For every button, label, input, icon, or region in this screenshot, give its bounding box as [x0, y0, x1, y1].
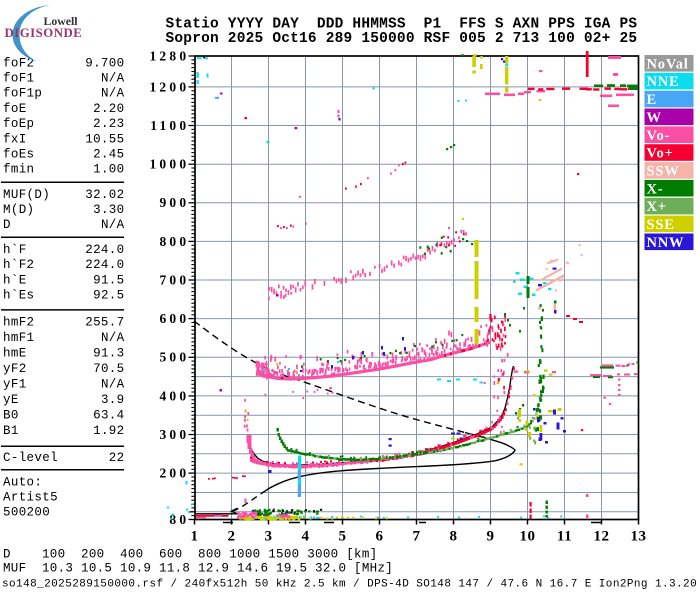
svg-text:1: 1: [191, 529, 199, 545]
svg-text:MUF 10.3 10.5 10.9 11.8 12.9: MUF 10.3 10.5 10.9 11.8 12.9 14.6 19.5 3…: [3, 561, 393, 575]
svg-text:foF2: foF2: [3, 56, 34, 70]
svg-text:h`F: h`F: [3, 243, 27, 257]
svg-text:hmF2: hmF2: [3, 316, 34, 330]
svg-text:hmE: hmE: [3, 347, 27, 361]
svg-text:700: 700: [159, 272, 189, 287]
svg-text:4: 4: [302, 529, 310, 545]
svg-text:SSE: SSE: [647, 217, 675, 233]
svg-text:255.7: 255.7: [85, 316, 124, 330]
svg-text:h`Es: h`Es: [3, 289, 34, 303]
svg-text:X-: X-: [647, 181, 664, 197]
svg-text:Auto:: Auto:: [3, 475, 42, 489]
svg-text:2.20: 2.20: [93, 102, 124, 116]
svg-text:yF1: yF1: [3, 378, 27, 392]
svg-text:N/A: N/A: [101, 218, 125, 232]
svg-text:91.3: 91.3: [93, 347, 124, 361]
svg-text:7: 7: [413, 529, 421, 545]
svg-text:200: 200: [159, 466, 189, 481]
svg-text:so148_2025289150000.rsf / 240f: so148_2025289150000.rsf / 240fx512h 50 k…: [2, 579, 697, 591]
svg-text:X+: X+: [647, 199, 667, 215]
svg-text:foE: foE: [3, 102, 27, 116]
svg-text:M(D): M(D): [3, 203, 34, 217]
svg-text:8: 8: [450, 529, 458, 545]
svg-text:2: 2: [228, 529, 236, 545]
svg-text:N/A: N/A: [101, 72, 125, 86]
svg-text:22: 22: [109, 451, 125, 465]
svg-text:9.700: 9.700: [85, 56, 124, 70]
svg-text:12: 12: [594, 529, 610, 545]
svg-text:500: 500: [159, 350, 189, 365]
svg-text:3.9: 3.9: [101, 393, 125, 407]
svg-text:800: 800: [159, 234, 189, 249]
svg-text:hmF1: hmF1: [3, 331, 34, 345]
svg-text:C-level: C-level: [3, 451, 58, 465]
svg-text:1100: 1100: [150, 118, 189, 133]
svg-text:foF1p: foF1p: [3, 87, 42, 101]
svg-text:32.02: 32.02: [85, 188, 124, 202]
svg-text:yF2: yF2: [3, 362, 27, 376]
svg-text:63.4: 63.4: [93, 409, 124, 423]
svg-text:600: 600: [159, 311, 189, 326]
svg-text:foEs: foEs: [3, 148, 34, 162]
svg-text:MUF(D): MUF(D): [3, 188, 50, 202]
svg-text:Vo-: Vo-: [647, 128, 671, 144]
svg-text:NNW: NNW: [647, 235, 685, 251]
svg-text:h`F2: h`F2: [3, 258, 34, 272]
svg-text:2.45: 2.45: [93, 148, 124, 162]
svg-text:N/A: N/A: [101, 87, 125, 101]
svg-text:Sopron 2025 Oct16 289 150000 R: Sopron 2025 Oct16 289 150000 RSF 005 2 7…: [166, 31, 638, 47]
svg-text:5: 5: [339, 529, 347, 545]
svg-text:W: W: [647, 110, 662, 126]
svg-text:D 100 200 400 600 800 1: D 100 200 400 600 800 1000 1500 3000 [km…: [3, 547, 377, 561]
svg-text:400: 400: [159, 388, 189, 403]
svg-text:foF1: foF1: [3, 72, 34, 86]
svg-text:10.55: 10.55: [85, 132, 124, 146]
svg-text:Lowell: Lowell: [44, 14, 79, 28]
svg-text:h`E: h`E: [3, 273, 27, 287]
svg-text:SSW: SSW: [647, 164, 680, 180]
svg-text:Artist5: Artist5: [3, 491, 58, 505]
svg-text:900: 900: [159, 195, 189, 210]
svg-text:fxI: fxI: [3, 132, 27, 146]
svg-text:11: 11: [557, 529, 572, 545]
svg-text:10: 10: [520, 529, 536, 545]
svg-text:D: D: [3, 218, 11, 232]
svg-text:N/A: N/A: [101, 331, 125, 345]
svg-text:1280: 1280: [149, 48, 189, 63]
svg-text:Statio YYYY DAY DDD HHMMSS P: Statio YYYY DAY DDD HHMMSS P1 FFS S AXN …: [166, 17, 638, 33]
svg-text:70.5: 70.5: [93, 362, 124, 376]
svg-text:NNE: NNE: [647, 74, 680, 90]
svg-text:E: E: [647, 92, 657, 108]
svg-text:300: 300: [159, 427, 189, 442]
svg-text:224.0: 224.0: [85, 258, 124, 272]
svg-text:foEp: foEp: [3, 117, 34, 131]
svg-text:DIGISONDE: DIGISONDE: [5, 26, 83, 40]
svg-text:Vo+: Vo+: [647, 146, 674, 162]
svg-text:92.5: 92.5: [93, 289, 124, 303]
svg-text:9: 9: [487, 529, 495, 545]
svg-text:6: 6: [376, 529, 384, 545]
svg-text:500200: 500200: [3, 506, 50, 520]
svg-text:3: 3: [265, 529, 273, 545]
svg-text:13: 13: [631, 529, 647, 545]
svg-text:91.5: 91.5: [93, 273, 124, 287]
svg-text:NoVal: NoVal: [647, 56, 689, 72]
svg-text:1200: 1200: [149, 79, 189, 94]
svg-text:1.00: 1.00: [93, 163, 124, 177]
svg-text:1.92: 1.92: [93, 424, 124, 438]
svg-text:B0: B0: [3, 409, 19, 423]
svg-text:3.30: 3.30: [93, 203, 124, 217]
svg-text:1000: 1000: [149, 157, 189, 172]
svg-text:N/A: N/A: [101, 378, 125, 392]
svg-text:fmin: fmin: [3, 163, 34, 177]
svg-text:224.0: 224.0: [85, 243, 124, 257]
svg-text:80: 80: [169, 512, 189, 527]
svg-text:B1: B1: [3, 424, 19, 438]
svg-text:yE: yE: [3, 393, 19, 407]
svg-text:2.23: 2.23: [93, 117, 124, 131]
